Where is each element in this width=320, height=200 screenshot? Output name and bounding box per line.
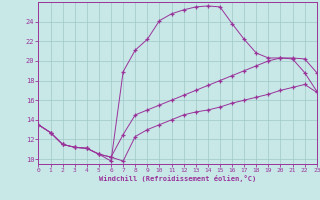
X-axis label: Windchill (Refroidissement éolien,°C): Windchill (Refroidissement éolien,°C)	[99, 175, 256, 182]
